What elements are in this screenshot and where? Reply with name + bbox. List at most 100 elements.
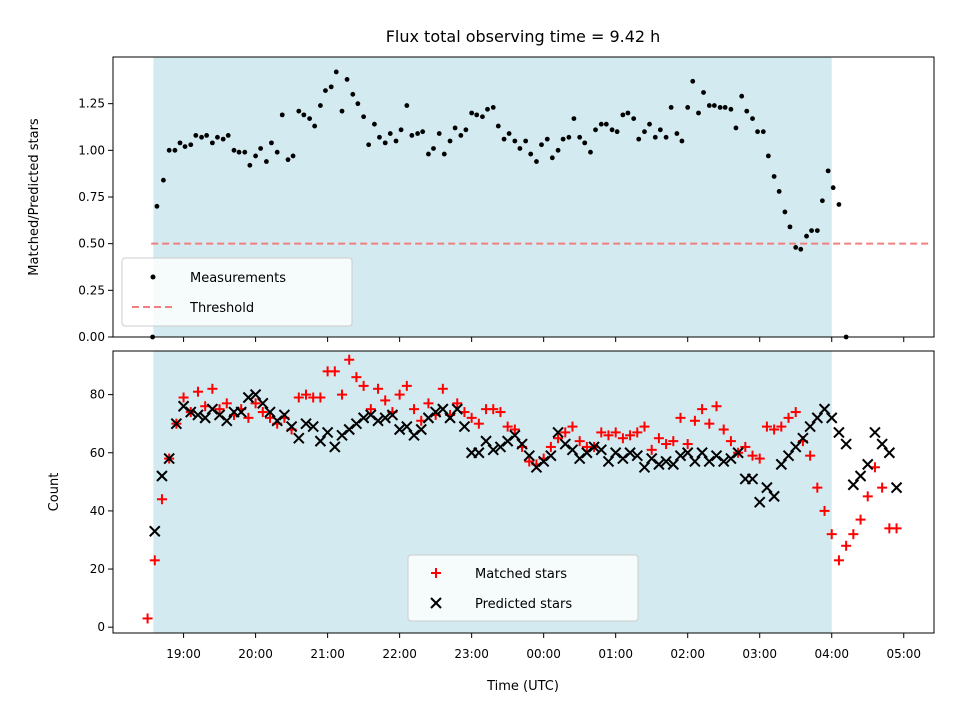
data-point	[509, 424, 520, 435]
data-point	[329, 366, 340, 377]
data-point	[377, 134, 382, 140]
data-point	[502, 421, 513, 432]
data-point	[696, 110, 701, 116]
data-point	[393, 138, 399, 144]
data-point	[782, 449, 795, 462]
data-point	[307, 420, 319, 433]
data-point	[722, 105, 728, 110]
data-point	[625, 110, 631, 116]
data-point	[339, 108, 345, 114]
data-point	[380, 395, 391, 406]
top-y-tick-label: 0.75	[78, 190, 105, 204]
data-point	[451, 403, 463, 415]
data-point	[263, 159, 269, 164]
data-point	[854, 470, 867, 482]
data-point	[524, 456, 535, 467]
data-point	[301, 112, 307, 118]
data-point	[441, 151, 447, 157]
data-point	[652, 134, 658, 140]
data-point	[382, 140, 388, 146]
data-point	[674, 131, 680, 136]
data-point	[740, 441, 751, 452]
data-point	[274, 149, 280, 155]
data-point	[452, 125, 458, 131]
data-point	[620, 112, 626, 118]
data-point	[221, 398, 232, 409]
data-point	[657, 127, 663, 133]
data-point	[290, 153, 296, 159]
data-point	[689, 415, 700, 426]
data-point	[523, 138, 529, 144]
data-point	[682, 439, 693, 450]
data-point	[431, 146, 436, 151]
data-point	[798, 246, 804, 252]
data-point	[221, 415, 233, 427]
x-tick-label: 19:00	[166, 647, 201, 661]
data-point	[253, 153, 258, 159]
data-point	[516, 438, 528, 450]
data-point	[528, 151, 534, 157]
data-point	[746, 473, 759, 485]
data-point	[754, 496, 766, 508]
bottom-y-axis-label: Count	[47, 473, 62, 512]
data-point	[571, 116, 577, 121]
data-point	[185, 406, 197, 418]
data-point	[876, 438, 888, 450]
data-point	[429, 406, 442, 418]
data-point	[836, 202, 842, 207]
data-point	[804, 420, 816, 433]
data-point	[653, 458, 665, 471]
data-point	[372, 415, 384, 427]
data-point	[685, 105, 691, 110]
data-point	[760, 129, 766, 135]
data-point	[653, 433, 664, 444]
data-point	[617, 433, 628, 444]
data-point	[192, 409, 204, 421]
data-point	[204, 133, 210, 138]
data-point	[647, 121, 652, 127]
bottom-y-tick-label: 40	[90, 504, 105, 518]
data-point	[156, 494, 167, 505]
data-point	[480, 114, 485, 120]
data-point	[811, 412, 824, 424]
data-point	[787, 224, 793, 230]
data-point	[387, 131, 393, 136]
data-point	[761, 481, 773, 494]
bottom-y-tick-label: 80	[90, 388, 105, 402]
data-point	[192, 386, 203, 397]
data-point	[567, 421, 578, 432]
data-point	[344, 77, 350, 82]
data-point	[614, 129, 620, 135]
x-tick-label: 23:00	[454, 647, 489, 661]
data-point	[754, 453, 765, 464]
data-point	[598, 121, 604, 127]
data-point	[469, 110, 475, 116]
data-point	[797, 432, 809, 444]
data-point	[639, 421, 650, 432]
top-legend: Measurements Threshold	[121, 257, 353, 327]
data-point	[420, 129, 426, 135]
data-point	[517, 146, 523, 151]
x-tick-label: 01:00	[598, 647, 633, 661]
data-point	[769, 424, 780, 435]
legend-predicted-stars: Predicted stars	[475, 597, 572, 612]
data-point	[220, 136, 226, 142]
data-point	[790, 407, 801, 418]
data-point	[761, 421, 772, 432]
data-point	[373, 383, 384, 394]
data-point	[269, 140, 274, 146]
data-point	[638, 461, 651, 473]
data-point	[847, 479, 860, 491]
top-y-tick-label: 1.25	[78, 97, 105, 111]
data-point	[506, 131, 512, 136]
data-point	[166, 147, 172, 153]
data-point	[437, 383, 448, 394]
data-point	[401, 420, 413, 433]
data-point	[646, 444, 657, 455]
data-point	[718, 455, 730, 468]
data-point	[436, 131, 442, 136]
data-point	[257, 397, 269, 410]
data-point	[593, 127, 598, 133]
x-tick-label: 04:00	[814, 647, 849, 661]
data-point	[315, 392, 326, 403]
